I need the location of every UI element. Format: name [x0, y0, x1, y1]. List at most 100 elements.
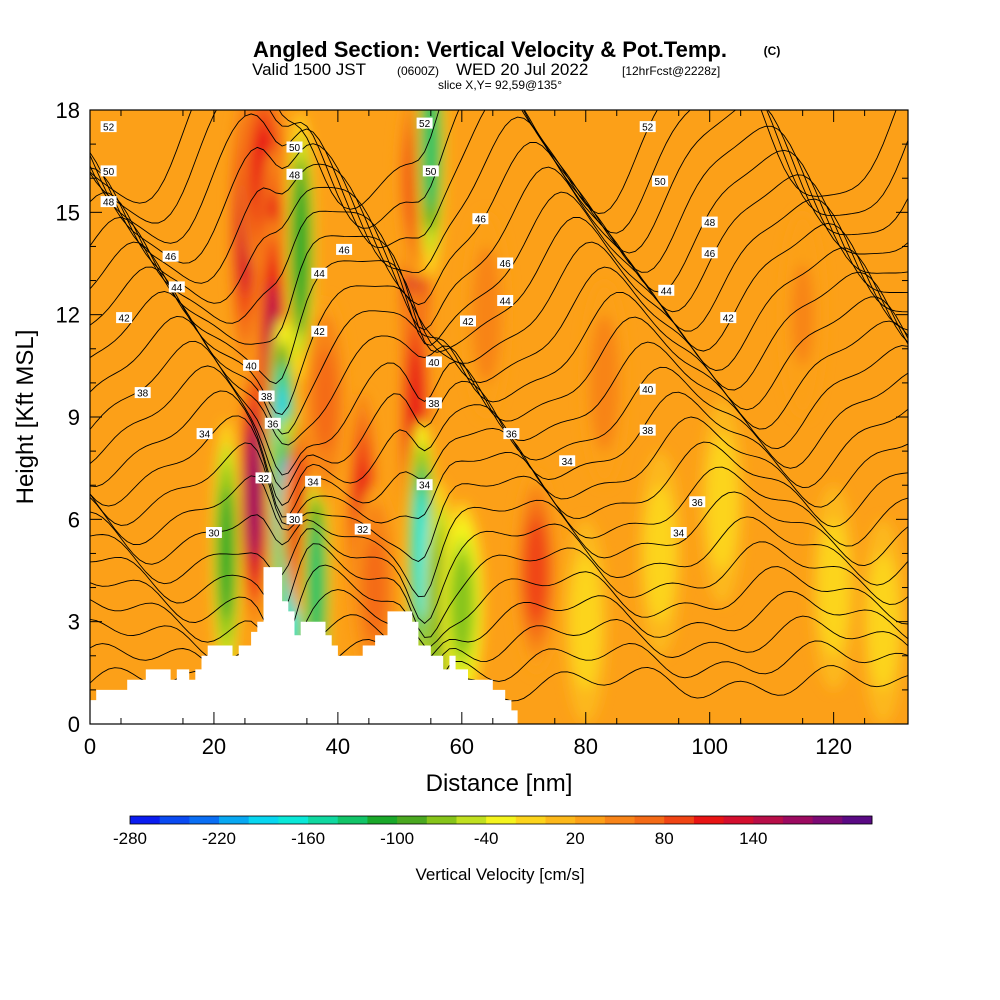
velocity-band — [450, 553, 474, 656]
velocity-band — [710, 451, 734, 554]
colorbar-swatch — [545, 816, 576, 824]
theta-contour-line — [90, 110, 897, 214]
potential-temperature-contours — [90, 110, 908, 724]
theta-contour-line — [90, 110, 908, 254]
valid-date-label: WED 20 Jul 2022 — [456, 60, 588, 79]
contour-label-bg — [305, 475, 322, 487]
contour-label: 50 — [100, 165, 117, 178]
theta-contour-line — [90, 491, 908, 598]
theta-contour-line — [90, 110, 908, 234]
copyright-mark: (C) — [764, 44, 781, 58]
contour-label-text: 34 — [673, 529, 685, 540]
contour-label-text: 34 — [419, 481, 431, 492]
contour-label: 42 — [311, 325, 328, 338]
velocity-band — [648, 502, 672, 605]
x-tick-label: 100 — [691, 734, 728, 759]
y-tick-label: 12 — [56, 303, 80, 328]
colorbar-tick-label: -280 — [113, 829, 147, 848]
colorbar-swatch — [604, 816, 635, 824]
contour-label: 34 — [670, 527, 687, 540]
colorbar-swatch — [575, 816, 606, 824]
contour-label: 38 — [258, 390, 275, 403]
contour-label: 38 — [134, 387, 151, 400]
colorbar-swatch — [219, 816, 250, 824]
y-tick-label: 6 — [68, 507, 80, 532]
colorbar-swatch — [367, 816, 398, 824]
contour-label-bg — [639, 121, 656, 133]
y-tick-label: 0 — [68, 712, 80, 737]
theta-contour-line — [90, 241, 908, 385]
contour-label-text: 38 — [428, 399, 440, 410]
contour-label-bg — [311, 267, 328, 279]
contour-label-text: 48 — [704, 218, 716, 229]
contour-label: 42 — [460, 315, 476, 328]
contour-label-bg — [425, 356, 442, 368]
forecast-label: [12hrFcst@2228z] — [622, 64, 720, 78]
contour-label: 44 — [497, 295, 514, 308]
contour-label: 46 — [472, 213, 489, 226]
contour-label-text: 44 — [500, 297, 512, 308]
theta-contour-line — [90, 390, 908, 506]
contour-label-bg — [422, 165, 439, 177]
x-axis: 0 20 40 60 80 100 120 — [84, 110, 866, 759]
contour-label: 48 — [100, 196, 117, 209]
contour-label-bg — [701, 216, 718, 228]
colorbar-tick-label: -220 — [202, 829, 236, 848]
contour-label: 48 — [286, 168, 303, 181]
contour-label-bg — [720, 312, 737, 324]
contour-label: 30 — [286, 513, 303, 526]
contour-label: 36 — [503, 428, 520, 441]
contour-label: 42 — [720, 312, 737, 325]
colorbar-swatch — [693, 816, 724, 824]
velocity-band — [414, 486, 429, 620]
colorbar: -280 -220 -160 -100 -40 20 80 140 — [113, 815, 873, 848]
velocity-cell — [563, 519, 609, 724]
contour-label-bg — [100, 121, 117, 133]
contour-label-text: 44 — [314, 269, 326, 280]
colorbar-swatch — [397, 816, 428, 824]
contour-label-text: 48 — [103, 198, 115, 209]
contour-label-bg — [639, 424, 656, 436]
contour-label-text: 36 — [267, 419, 279, 430]
contour-label: 44 — [311, 267, 328, 280]
colorbar-swatch — [664, 816, 695, 824]
colorbar-swatch — [248, 816, 279, 824]
contour-label-text: 46 — [165, 252, 177, 263]
contour-label-text: 42 — [314, 327, 326, 338]
theta-contour-line — [90, 166, 908, 331]
contour-label-text: 46 — [500, 259, 512, 270]
contour-label-bg — [255, 472, 272, 484]
chart-header: Angled Section: Vertical Velocity & Pot.… — [252, 37, 780, 92]
contour-label-text: 38 — [261, 392, 273, 403]
velocity-cell — [415, 110, 446, 278]
velocity-cell — [239, 359, 270, 626]
contour-label: 44 — [168, 281, 185, 294]
contour-label: 40 — [243, 359, 260, 372]
contour-label: 30 — [205, 527, 222, 540]
contour-label: 50 — [286, 141, 303, 154]
contour-label-text: 38 — [642, 426, 654, 437]
contour-label-bg — [559, 455, 576, 467]
theta-contour-line — [90, 291, 908, 435]
contour-label-bg — [116, 312, 133, 324]
contour-label-text: 52 — [103, 123, 115, 134]
theta-contour-line — [90, 441, 908, 528]
velocity-band — [314, 348, 337, 452]
contour-label: 34 — [416, 479, 433, 492]
colorbar-swatch — [189, 816, 220, 824]
contour-label: 46 — [162, 250, 179, 263]
velocity-band — [293, 179, 309, 313]
contour-label: 34 — [559, 455, 576, 468]
contour-label-text: 46 — [475, 215, 487, 226]
contour-label-text: 36 — [506, 430, 518, 441]
colorbar-swatch — [456, 816, 487, 824]
theta-contour-line — [90, 541, 908, 638]
contour-label-bg — [472, 213, 489, 225]
velocity-band — [593, 331, 616, 435]
contour-label-bg — [196, 428, 213, 440]
velocity-cell — [303, 297, 348, 503]
contour-label-text: 52 — [419, 119, 431, 130]
theta-contour-line — [90, 315, 908, 446]
colorbar-swatch — [426, 816, 457, 824]
